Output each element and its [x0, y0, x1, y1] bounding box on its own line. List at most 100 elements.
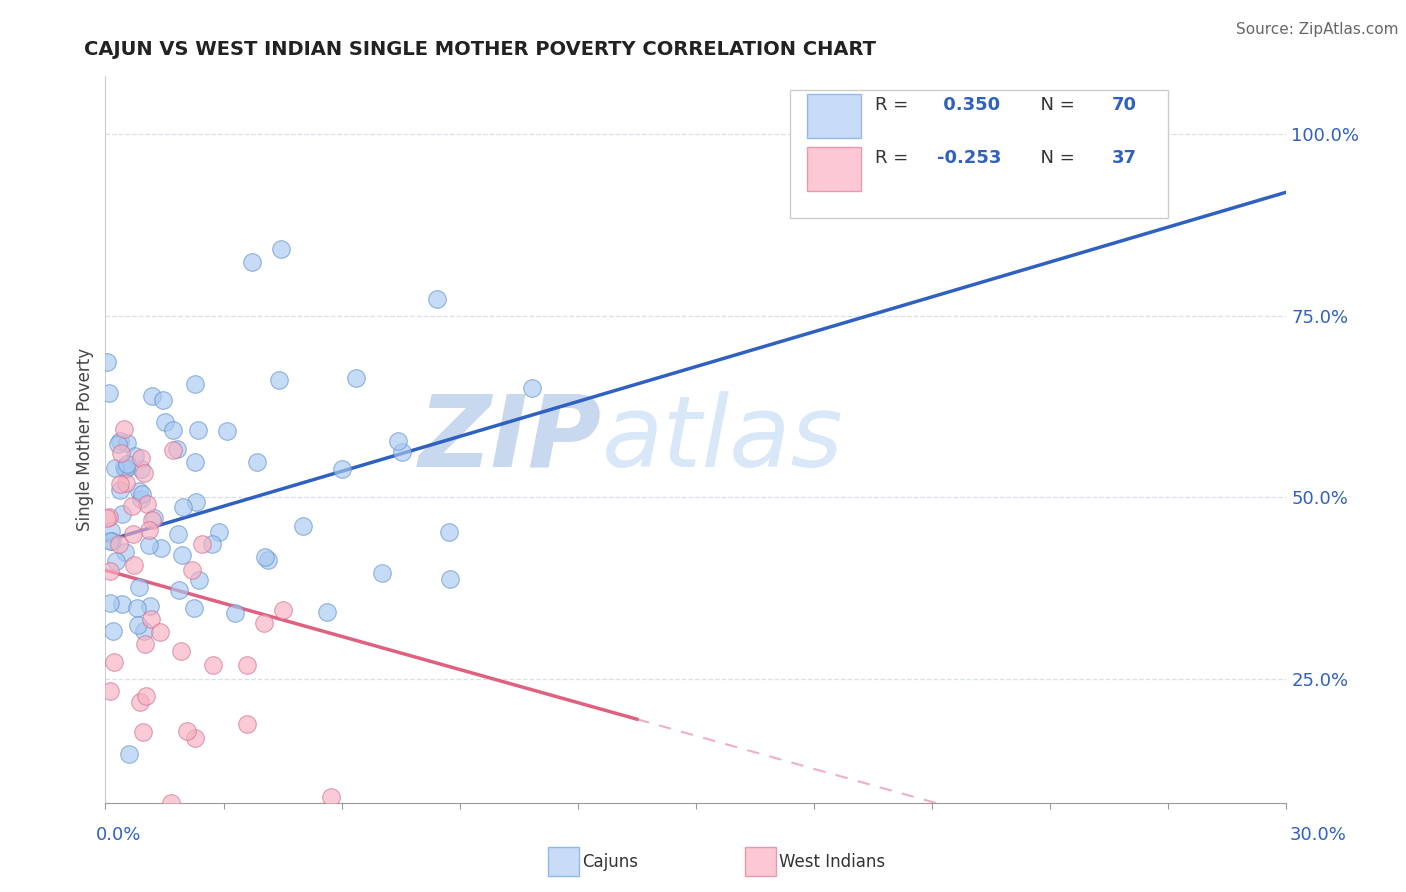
Point — [520, 381, 543, 395]
Point — [118, 747, 141, 761]
Point — [252, 616, 274, 631]
Point — [98, 534, 121, 549]
Point — [187, 573, 209, 587]
Point — [167, 582, 190, 597]
Point — [236, 658, 259, 673]
Point — [104, 554, 127, 568]
Point — [246, 455, 269, 469]
Text: CAJUN VS WEST INDIAN SINGLE MOTHER POVERTY CORRELATION CHART: CAJUN VS WEST INDIAN SINGLE MOTHER POVER… — [84, 40, 876, 59]
Point — [107, 437, 129, 451]
Text: West Indians: West Indians — [779, 853, 884, 871]
Point — [98, 509, 121, 524]
Text: N =: N = — [1029, 95, 1081, 113]
Point — [122, 526, 145, 541]
Point — [224, 607, 246, 621]
Point — [117, 436, 139, 450]
FancyBboxPatch shape — [807, 146, 862, 191]
Point — [131, 486, 153, 500]
Point — [149, 624, 172, 639]
Point — [344, 370, 367, 384]
Point — [114, 461, 136, 475]
Point — [142, 511, 165, 525]
Point — [170, 644, 193, 658]
Point — [129, 462, 152, 476]
Point — [316, 606, 339, 620]
Point — [139, 599, 162, 613]
Point — [134, 638, 156, 652]
Point — [96, 511, 118, 525]
Text: ZIP: ZIP — [419, 391, 602, 488]
Point — [108, 537, 131, 551]
Point — [155, 415, 177, 429]
Point — [208, 525, 231, 540]
Text: atlas: atlas — [602, 391, 844, 488]
Point — [108, 477, 131, 491]
Point — [257, 552, 280, 566]
Point — [184, 377, 207, 392]
FancyBboxPatch shape — [790, 90, 1168, 218]
Text: Cajuns: Cajuns — [582, 853, 638, 871]
Text: R =: R = — [876, 95, 914, 113]
Point — [135, 689, 157, 703]
Point — [128, 580, 150, 594]
Point — [201, 658, 224, 673]
Point — [110, 483, 132, 497]
Point — [139, 612, 162, 626]
Point — [129, 491, 152, 506]
Point — [128, 483, 150, 498]
Point — [270, 242, 292, 256]
Text: 0.350: 0.350 — [936, 95, 1000, 113]
Point — [112, 459, 135, 474]
Point — [127, 617, 149, 632]
Point — [101, 624, 124, 639]
Point — [100, 524, 122, 539]
Point — [439, 572, 461, 586]
FancyBboxPatch shape — [807, 94, 862, 138]
Point — [387, 434, 409, 449]
Text: 70: 70 — [1112, 95, 1136, 113]
Point — [172, 500, 194, 515]
Text: -0.253: -0.253 — [936, 149, 1001, 167]
Point — [138, 523, 160, 537]
Point — [101, 534, 124, 549]
Point — [215, 424, 238, 438]
Point — [111, 507, 134, 521]
Point — [141, 513, 163, 527]
Text: Source: ZipAtlas.com: Source: ZipAtlas.com — [1236, 22, 1399, 37]
Point — [96, 355, 118, 369]
Point — [129, 451, 152, 466]
Text: 30.0%: 30.0% — [1291, 826, 1347, 844]
Point — [152, 393, 174, 408]
Point — [426, 292, 449, 306]
Text: N =: N = — [1029, 149, 1081, 167]
Point — [97, 386, 120, 401]
Point — [98, 564, 121, 578]
Point — [124, 449, 146, 463]
Point — [253, 550, 276, 565]
Point — [330, 462, 353, 476]
Point — [240, 255, 263, 269]
Point — [103, 655, 125, 669]
Point — [162, 443, 184, 458]
Point — [115, 457, 138, 471]
Point — [121, 499, 143, 513]
Point — [131, 725, 153, 739]
Point — [98, 683, 121, 698]
Point — [292, 519, 315, 533]
Text: R =: R = — [876, 149, 914, 167]
Point — [132, 467, 155, 481]
Point — [128, 695, 150, 709]
Point — [114, 545, 136, 559]
Point — [184, 731, 207, 745]
Point — [138, 538, 160, 552]
Point — [437, 524, 460, 539]
Point — [166, 527, 188, 541]
Point — [110, 434, 132, 448]
Point — [159, 796, 181, 810]
Point — [370, 566, 392, 580]
Text: 37: 37 — [1112, 149, 1136, 167]
Point — [162, 423, 184, 437]
Point — [110, 445, 132, 459]
Point — [111, 597, 134, 611]
Point — [236, 717, 259, 731]
